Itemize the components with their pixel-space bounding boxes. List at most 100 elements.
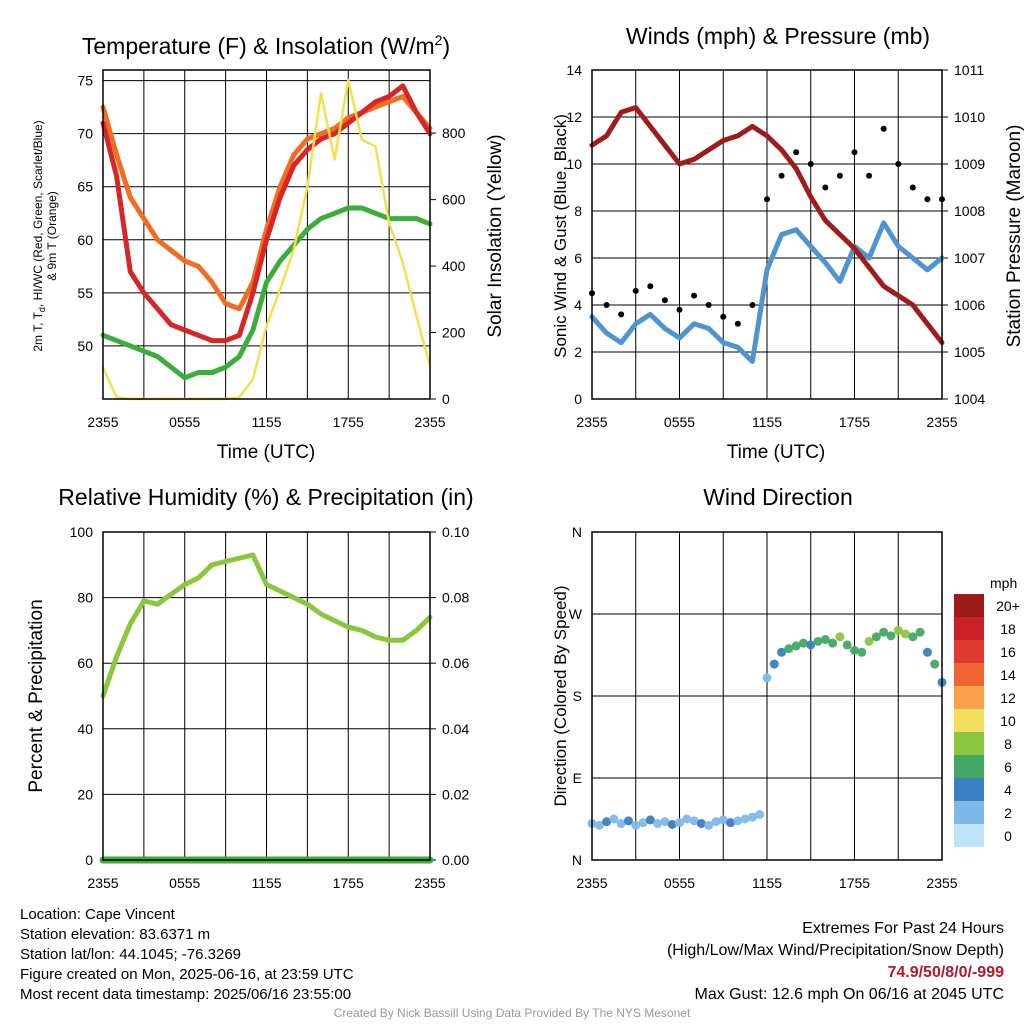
gust-point	[924, 196, 931, 203]
x-tick-label: 1155	[752, 414, 782, 430]
y2-tick-label: 1004	[954, 391, 985, 407]
gust-point	[866, 172, 873, 179]
gust-point	[618, 311, 625, 318]
direction-point	[638, 818, 648, 828]
chart-panel-3: N E S W N 2355 0555 1155 1755 2355 mph 20+ 18 16 14 12 1…	[569, 524, 1020, 891]
direction-point	[667, 819, 677, 829]
x-tick-label: 1755	[333, 875, 364, 891]
y2-tick-label: 1006	[954, 297, 985, 313]
x-tick-label: 2355	[87, 875, 118, 891]
latlon-text: Station lat/lon: 44.1045; -76.3269	[20, 946, 242, 963]
x-tick-label: 0555	[169, 414, 200, 430]
direction-point	[842, 640, 852, 650]
colorbar-cell	[954, 594, 984, 617]
y-tick-label: 70	[77, 126, 93, 142]
y-tick-label: 14	[566, 62, 582, 78]
gust-point	[880, 125, 887, 132]
colorbar-title: mph	[990, 575, 1017, 591]
y-tick-label: 8	[574, 203, 582, 219]
y-tick-label: E	[573, 770, 582, 786]
direction-point	[682, 814, 692, 824]
credit-text: Created By Nick Bassill Using Data Provi…	[333, 1006, 691, 1020]
y2-tick-label: 400	[442, 258, 466, 274]
y2-tick-label: 800	[442, 125, 466, 141]
gust-point	[749, 302, 756, 308]
extremes-subtitle: (High/Low/Max Wind/Precipitation/Snow De…	[666, 942, 1004, 959]
plot-frame	[102, 531, 431, 861]
direction-point	[711, 817, 721, 827]
colorbar-label: 18	[1000, 621, 1016, 637]
y2-tick-label: 600	[442, 192, 466, 208]
y2-tick-label: 1009	[954, 156, 985, 172]
y2-tick-label: 1008	[954, 203, 985, 219]
gust-point	[676, 306, 683, 313]
colorbar-label: 20+	[996, 598, 1020, 614]
wind-panel-title: Winds (mph) & Pressure (mb)	[626, 23, 930, 49]
direction-point	[623, 816, 633, 826]
direction-point	[886, 631, 896, 641]
direction-point	[704, 820, 714, 830]
colorbar-label: 10	[1000, 713, 1016, 729]
chart-panel-0: 50 55 60 65 70 75 0 200 400 600 800 2355 0555 1155 175…	[77, 69, 466, 430]
chart-panel-1: 0 2 4 6 8 10 12 14 1004 1005 1006 1007 1008 1009 1010 1…	[566, 62, 985, 430]
direction-point	[653, 819, 663, 829]
gust-point	[661, 297, 668, 304]
y2-tick-label: 1011	[954, 62, 984, 78]
y-tick-label: 50	[77, 338, 93, 354]
gust-point	[793, 149, 800, 156]
gust-point	[807, 161, 814, 167]
direction-point	[689, 816, 699, 826]
colorbar-label: 4	[1004, 782, 1012, 798]
direction-point	[718, 815, 728, 825]
direction-point	[769, 659, 779, 669]
y2-tick-label: 1007	[954, 250, 985, 266]
y2-tick-label: 0.08	[442, 590, 469, 606]
direction-point	[901, 629, 911, 639]
series-line	[100, 83, 433, 344]
direction-point	[879, 627, 889, 637]
created-text: Figure created on Mon, 2025-06-16, at 23…	[20, 966, 354, 983]
direction-point	[857, 647, 867, 657]
series-line	[100, 552, 433, 699]
y-tick-label: 80	[77, 590, 93, 606]
y-tick-label: 0	[85, 852, 93, 868]
plot-frame	[591, 69, 943, 400]
y-tick-label: 60	[77, 655, 93, 671]
gust-point	[647, 283, 654, 290]
direction-point	[893, 625, 903, 635]
colorbar-cell	[954, 755, 984, 778]
direction-point	[922, 647, 932, 657]
dir-panel-title: Wind Direction	[703, 484, 853, 510]
timestamp-text: Most recent data timestamp: 2025/06/16 2…	[20, 986, 352, 1003]
gust-point	[734, 320, 741, 327]
colorbar-cell	[954, 709, 984, 732]
direction-point	[726, 818, 736, 828]
max-gust-text: Max Gust: 12.6 mph On 06/16 at 2045 UTC	[694, 986, 1005, 1003]
x-tick-label: 2355	[576, 875, 607, 891]
y-tick-label: 12	[566, 109, 582, 125]
colorbar-label: 0	[1004, 828, 1012, 844]
temp-ylabel: 2m T, Td, HI/WC (Red, Green, Scarlet/Blu…	[31, 120, 47, 351]
y2-tick-label: 0.04	[442, 721, 469, 737]
series-line	[589, 220, 945, 364]
direction-point	[660, 817, 670, 827]
x-tick-label: 1755	[333, 414, 364, 430]
wind-ylabel: Sonic Wind & Gust (Blue, Black)	[551, 114, 570, 358]
plot-frame	[102, 69, 431, 400]
x-tick-label: 2355	[414, 414, 445, 430]
y-tick-label: 100	[70, 524, 94, 540]
colorbar-label: 6	[1004, 759, 1012, 775]
y-tick-label: S	[573, 688, 582, 704]
wind-y2label: Station Pressure (Maroon)	[1004, 125, 1024, 348]
x-tick-label: 0555	[664, 875, 695, 891]
temp-panel-title: Temperature (F) & Insolation (W/m2)	[82, 32, 450, 59]
direction-point	[828, 638, 838, 648]
rh-ylabel: Percent & Precipitation	[26, 599, 47, 792]
y-tick-label: 2	[574, 344, 582, 360]
direction-point	[850, 645, 859, 655]
direction-point	[871, 632, 881, 642]
direction-point	[791, 641, 801, 651]
direction-point	[784, 644, 794, 654]
y-tick-label: 60	[77, 232, 93, 248]
